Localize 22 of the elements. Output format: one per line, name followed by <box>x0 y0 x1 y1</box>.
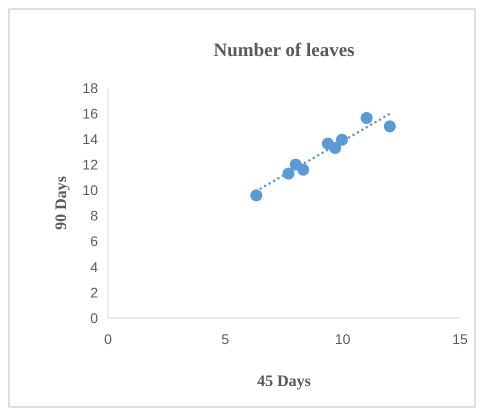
point <box>250 189 262 202</box>
y-tick-label: 18 <box>82 80 98 96</box>
y-tick-label: 14 <box>82 131 98 148</box>
x-tick-label: 10 <box>334 331 351 347</box>
x-tick-label: 15 <box>452 331 468 347</box>
y-tick-label: 10 <box>82 182 98 198</box>
point <box>297 164 310 176</box>
y-tick-label: 16 <box>82 105 98 122</box>
y-tick-label: 8 <box>90 208 98 224</box>
x-tick-label: 5 <box>221 331 230 347</box>
y-tick-label: 0 <box>90 310 98 326</box>
point <box>360 112 373 124</box>
chart-title: Number of leaves <box>213 40 355 61</box>
y-tick-label: 2 <box>90 284 98 300</box>
y-tick-label: 4 <box>90 258 98 275</box>
y-tick-label: 12 <box>82 156 98 173</box>
x-axis-title: 45 Days <box>257 373 311 390</box>
y-axis-title: 90 Days <box>53 176 70 230</box>
point <box>384 120 396 132</box>
y-tick-label: 6 <box>90 233 98 250</box>
x-tick-label: 0 <box>104 331 112 347</box>
point <box>336 134 348 146</box>
